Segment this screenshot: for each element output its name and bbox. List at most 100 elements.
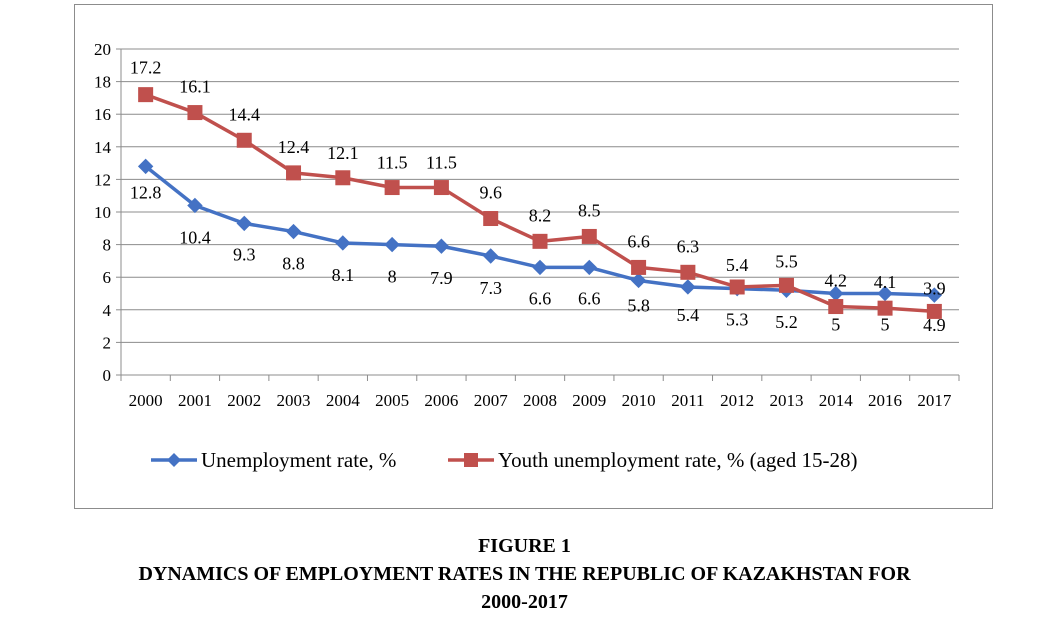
data-label-unemployment: 5.8 — [627, 295, 650, 315]
data-point-youth-unemployment — [926, 303, 942, 319]
figure-label: FIGURE 1 — [478, 535, 571, 557]
y-tick-label: 10 — [94, 203, 111, 222]
legend: Unemployment rate, % Youth unemployment r… — [151, 448, 857, 472]
data-point-unemployment — [581, 259, 598, 276]
x-tick-label: 2006 — [424, 391, 458, 410]
data-label-unemployment: 5 — [831, 315, 840, 335]
data-label-unemployment: 6.6 — [529, 288, 552, 308]
y-tick-label: 16 — [94, 105, 111, 124]
data-label-youth-unemployment: 5.4 — [726, 255, 749, 275]
data-point-youth-unemployment — [581, 228, 597, 244]
data-label-youth-unemployment: 17.2 — [130, 58, 162, 78]
data-label-youth-unemployment: 11.5 — [426, 153, 457, 173]
data-point-youth-unemployment — [138, 87, 154, 103]
data-point-unemployment — [137, 158, 154, 175]
x-tick-label: 2003 — [277, 391, 311, 410]
data-label-unemployment: 6.6 — [578, 288, 601, 308]
y-tick-label: 0 — [103, 366, 112, 385]
series-line-unemployment — [144, 164, 935, 297]
data-label-youth-unemployment: 4.1 — [874, 272, 897, 292]
data-label-unemployment: 12.8 — [130, 182, 162, 202]
data-point-youth-unemployment — [483, 211, 499, 227]
data-point-youth-unemployment — [433, 180, 449, 196]
series — [137, 87, 943, 319]
data-point-youth-unemployment — [828, 299, 844, 315]
y-tick-label: 12 — [94, 170, 111, 189]
data-labels: 12.8 10.4 9.3 8.8 8.1 8 7.9 7.3 6.6 6.6 5.8 5.4 5.3 5… — [130, 58, 946, 335]
data-label-youth-unemployment: 9.6 — [479, 183, 502, 203]
data-label-youth-unemployment: 11.5 — [377, 153, 408, 173]
data-point-unemployment — [384, 236, 400, 253]
y-tick-label: 20 — [94, 40, 111, 59]
data-label-youth-unemployment: 14.4 — [228, 104, 260, 124]
data-point-unemployment — [532, 259, 548, 276]
x-tick-label: 2000 — [129, 391, 163, 410]
data-point-youth-unemployment — [187, 105, 203, 121]
data-label-youth-unemployment: 5.5 — [775, 251, 798, 271]
data-label-unemployment: 7.9 — [430, 268, 453, 288]
x-tick-label: 2007 — [474, 391, 509, 410]
data-point-unemployment — [926, 287, 943, 303]
series-line-youth-unemployment — [145, 92, 935, 314]
data-label-unemployment: 8.1 — [332, 265, 355, 285]
data-label-youth-unemployment: 8.2 — [529, 205, 552, 225]
x-tick-label: 2016 — [868, 391, 902, 410]
data-label-unemployment: 8 — [388, 267, 397, 287]
data-label-youth-unemployment: 12.4 — [278, 137, 310, 157]
legend-marker-square-icon — [464, 453, 478, 467]
data-point-youth-unemployment — [729, 279, 745, 295]
x-tick-label: 2009 — [572, 391, 606, 410]
legend-marker-diamond-icon — [167, 453, 181, 467]
data-point-youth-unemployment — [384, 180, 400, 196]
data-label-unemployment: 5.3 — [726, 310, 749, 330]
x-tick-label: 2004 — [326, 391, 361, 410]
data-label-youth-unemployment: 3.9 — [923, 278, 946, 298]
y-tick-label: 4 — [103, 301, 112, 320]
figure-title-line-2: 2000-2017 — [481, 591, 568, 613]
data-point-youth-unemployment — [335, 170, 351, 186]
data-point-unemployment — [433, 238, 450, 254]
x-tick-label: 2014 — [819, 391, 854, 410]
data-point-youth-unemployment — [532, 233, 548, 249]
grid-lines — [121, 48, 959, 343]
data-point-youth-unemployment — [680, 264, 696, 280]
data-point-unemployment — [187, 197, 203, 214]
y-tick-label: 6 — [103, 268, 112, 287]
data-label-youth-unemployment: 16.1 — [179, 77, 211, 97]
data-label-youth-unemployment: 8.5 — [578, 200, 601, 220]
data-point-youth-unemployment — [877, 300, 893, 316]
data-label-unemployment: 5.2 — [775, 312, 798, 332]
x-tick-label: 2008 — [523, 391, 557, 410]
x-tick-label: 2012 — [720, 391, 754, 410]
data-point-youth-unemployment — [236, 132, 252, 148]
data-label-unemployment: 8.8 — [282, 254, 305, 274]
data-point-unemployment — [630, 272, 647, 289]
legend-label-unemployment: Unemployment rate, % — [201, 448, 396, 472]
data-label-youth-unemployment: 6.3 — [677, 236, 700, 256]
y-tick-label: 8 — [103, 236, 112, 255]
x-tick-label: 2002 — [227, 391, 261, 410]
figure-title-line-1: DYNAMICS OF EMPLOYMENT RATES IN THE REPU… — [138, 563, 911, 585]
data-label-unemployment: 9.3 — [233, 244, 256, 264]
x-tick-label: 2013 — [769, 391, 803, 410]
chart-area: 0 2 4 6 8 10 12 14 16 18 20 2000 2001 2002 2003 2004 200… — [74, 4, 993, 509]
data-label-youth-unemployment: 12.1 — [327, 143, 359, 163]
y-tick-label: 2 — [103, 333, 112, 352]
data-label-unemployment: 4.9 — [923, 315, 946, 335]
data-point-youth-unemployment — [286, 165, 302, 181]
data-label-unemployment: 7.3 — [479, 278, 502, 298]
x-tick-label: 2001 — [178, 391, 212, 410]
legend-label-youth-unemployment: Youth unemployment rate, % (aged 15-28) — [498, 448, 857, 472]
data-label-youth-unemployment: 4.2 — [825, 271, 848, 291]
data-point-unemployment — [482, 248, 499, 264]
axes: 0 2 4 6 8 10 12 14 16 18 20 2000 2001 2002 2003 2004 200… — [94, 40, 960, 410]
data-point-unemployment — [877, 285, 893, 302]
y-tick-label: 18 — [94, 73, 111, 92]
line-chart: 0 2 4 6 8 10 12 14 16 18 20 2000 2001 2002 2003 2004 200… — [94, 40, 960, 472]
data-label-unemployment: 10.4 — [179, 227, 211, 247]
x-tick-label: 2011 — [671, 391, 704, 410]
y-tick-label: 14 — [94, 138, 112, 157]
data-label-unemployment: 5 — [881, 315, 890, 335]
data-point-unemployment — [335, 235, 351, 251]
data-point-unemployment — [285, 223, 302, 240]
